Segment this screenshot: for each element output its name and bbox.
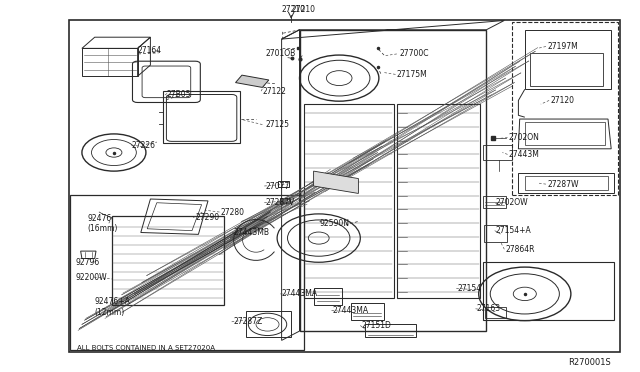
Bar — [69, 20, 620, 352]
Text: 27226: 27226 — [131, 141, 155, 150]
Text: 27290: 27290 — [195, 213, 220, 222]
Text: 27164: 27164 — [138, 46, 162, 55]
Text: 92200W: 92200W — [76, 273, 107, 282]
Text: 27120: 27120 — [550, 96, 575, 105]
Bar — [351, 303, 384, 320]
Text: 27443MA: 27443MA — [282, 289, 317, 298]
Bar — [163, 91, 240, 143]
Bar — [304, 104, 394, 298]
Text: R270001S: R270001S — [568, 358, 611, 367]
Bar — [485, 307, 506, 318]
Bar — [112, 216, 224, 305]
Bar — [70, 195, 304, 350]
Text: 27864R: 27864R — [506, 245, 535, 254]
Bar — [278, 181, 289, 187]
Text: 92476
(16mm): 92476 (16mm) — [88, 214, 118, 233]
Bar — [484, 225, 507, 242]
Text: 27287V: 27287V — [266, 198, 295, 207]
Bar — [314, 288, 342, 305]
Polygon shape — [314, 171, 358, 193]
Text: 27443M: 27443M — [509, 150, 540, 159]
Text: 27122: 27122 — [262, 87, 286, 96]
Bar — [282, 199, 289, 202]
Bar — [483, 262, 614, 320]
Bar — [483, 196, 506, 208]
Text: 27151D: 27151D — [362, 321, 392, 330]
Text: 27287Z: 27287Z — [234, 317, 263, 326]
Text: 27125: 27125 — [266, 120, 289, 129]
Bar — [365, 324, 416, 337]
Text: 2701OB: 2701OB — [266, 49, 296, 58]
Text: 27280: 27280 — [221, 208, 244, 217]
Polygon shape — [236, 75, 269, 87]
Bar — [280, 198, 290, 203]
Text: 27443MB: 27443MB — [234, 228, 269, 237]
Bar — [483, 145, 512, 160]
Text: 27287W: 27287W — [547, 180, 579, 189]
Bar — [525, 122, 605, 145]
Text: 27B05: 27B05 — [166, 90, 191, 99]
Text: 27197M: 27197M — [547, 42, 578, 51]
Text: 92590N: 92590N — [320, 219, 350, 228]
Bar — [530, 53, 603, 86]
Text: 27443MA: 27443MA — [333, 306, 369, 315]
Text: 2702ON: 2702ON — [509, 133, 540, 142]
Text: 2702OW: 2702OW — [496, 198, 529, 207]
Text: 27154: 27154 — [458, 284, 482, 293]
Text: 27163: 27163 — [477, 304, 501, 313]
Text: ALL BOLTS CONTAINED IN A SET27020A: ALL BOLTS CONTAINED IN A SET27020A — [77, 345, 215, 351]
Text: 92796: 92796 — [76, 258, 100, 267]
Bar — [397, 104, 480, 298]
Text: 27210: 27210 — [291, 5, 315, 14]
Bar — [512, 22, 618, 195]
Text: 27175M: 27175M — [397, 70, 428, 79]
Bar — [525, 30, 611, 89]
Text: 92476+A
(12mm): 92476+A (12mm) — [95, 297, 131, 317]
Text: 27154+A: 27154+A — [496, 226, 532, 235]
Text: 27700C: 27700C — [400, 49, 429, 58]
Text: 27077: 27077 — [266, 182, 290, 190]
Text: 27210: 27210 — [282, 5, 306, 14]
